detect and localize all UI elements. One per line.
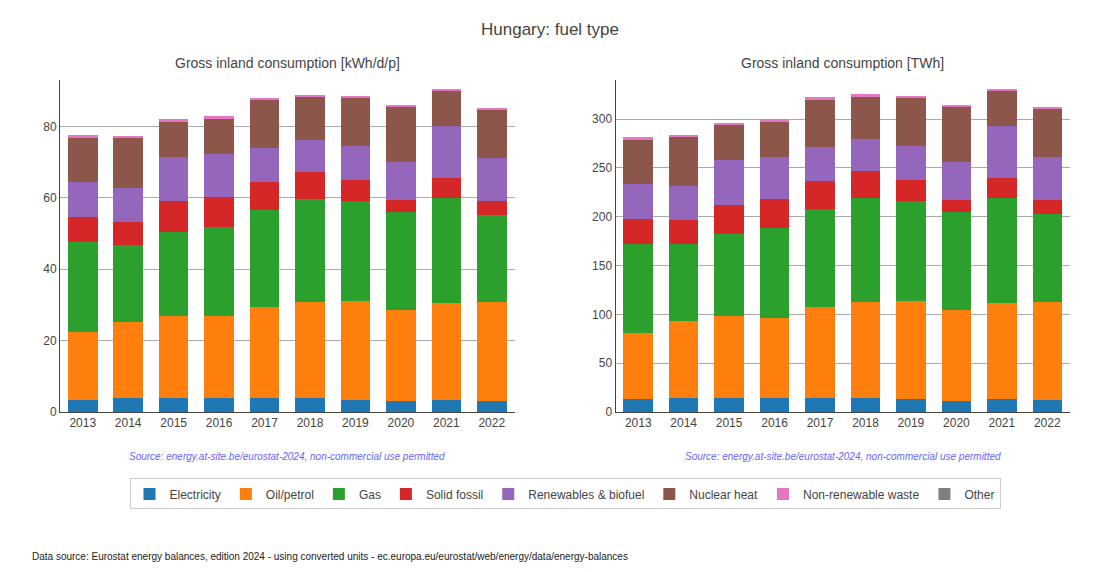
- svg-text:2018: 2018: [297, 416, 324, 430]
- svg-text:2022: 2022: [1034, 416, 1061, 430]
- svg-text:Non-renewable waste: Non-renewable waste: [803, 488, 919, 502]
- svg-text:Gross inland consumption [kWh/: Gross inland consumption [kWh/d/p]: [175, 55, 400, 71]
- svg-text:Source: energy.at-site.be/euro: Source: energy.at-site.be/eurostat-2024,…: [129, 451, 445, 462]
- svg-text:Gas: Gas: [359, 488, 381, 502]
- svg-text:Renewables & biofuel: Renewables & biofuel: [528, 488, 644, 502]
- svg-text:60: 60: [43, 191, 57, 205]
- svg-text:2018: 2018: [852, 416, 879, 430]
- svg-text:2013: 2013: [625, 416, 652, 430]
- svg-text:250: 250: [592, 161, 612, 175]
- svg-text:Gross inland consumption [TWh]: Gross inland consumption [TWh]: [741, 55, 944, 71]
- svg-text:2016: 2016: [206, 416, 233, 430]
- svg-text:2022: 2022: [478, 416, 505, 430]
- svg-text:2021: 2021: [433, 416, 460, 430]
- svg-text:Oil/petrol: Oil/petrol: [266, 488, 314, 502]
- svg-text:2020: 2020: [388, 416, 415, 430]
- svg-text:80: 80: [43, 120, 57, 134]
- svg-text:200: 200: [592, 210, 612, 224]
- svg-text:Nuclear heat: Nuclear heat: [689, 488, 758, 502]
- svg-text:Hungary: fuel type: Hungary: fuel type: [481, 20, 619, 39]
- svg-text:2017: 2017: [251, 416, 278, 430]
- svg-text:2016: 2016: [761, 416, 788, 430]
- svg-text:2017: 2017: [807, 416, 834, 430]
- svg-text:100: 100: [592, 308, 612, 322]
- svg-text:0: 0: [605, 405, 612, 419]
- svg-text:2020: 2020: [943, 416, 970, 430]
- svg-text:2013: 2013: [69, 416, 96, 430]
- svg-text:50: 50: [599, 356, 613, 370]
- svg-text:300: 300: [592, 112, 612, 126]
- svg-text:Solid fossil: Solid fossil: [426, 488, 483, 502]
- svg-text:20: 20: [43, 334, 57, 348]
- svg-text:2015: 2015: [716, 416, 743, 430]
- svg-text:2014: 2014: [670, 416, 697, 430]
- svg-text:2019: 2019: [342, 416, 369, 430]
- svg-text:Data source: Eurostat energy b: Data source: Eurostat energy balances, e…: [32, 551, 628, 562]
- svg-text:150: 150: [592, 259, 612, 273]
- svg-text:2019: 2019: [898, 416, 925, 430]
- svg-text:2015: 2015: [160, 416, 187, 430]
- svg-text:2014: 2014: [115, 416, 142, 430]
- svg-text:2021: 2021: [988, 416, 1015, 430]
- svg-text:Source: energy.at-site.be/euro: Source: energy.at-site.be/eurostat-2024,…: [685, 451, 1001, 462]
- svg-text:40: 40: [43, 262, 57, 276]
- svg-text:Electricity: Electricity: [170, 488, 221, 502]
- svg-text:Other: Other: [964, 488, 994, 502]
- svg-text:0: 0: [50, 405, 57, 419]
